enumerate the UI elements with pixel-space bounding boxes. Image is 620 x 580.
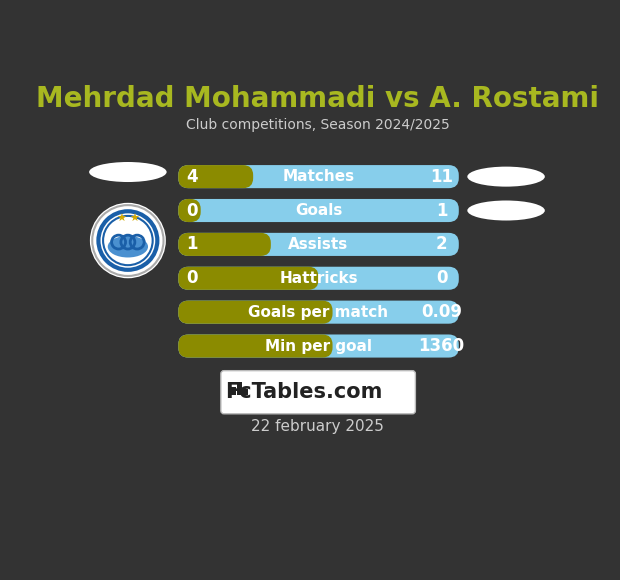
- Text: 0: 0: [436, 269, 448, 287]
- Text: Min per goal: Min per goal: [265, 339, 372, 354]
- FancyBboxPatch shape: [231, 387, 236, 394]
- Text: Matches: Matches: [283, 169, 355, 184]
- Text: FcTables.com: FcTables.com: [225, 382, 383, 403]
- Text: 0.09: 0.09: [421, 303, 463, 321]
- FancyBboxPatch shape: [221, 371, 415, 414]
- Ellipse shape: [108, 236, 148, 258]
- FancyBboxPatch shape: [179, 300, 332, 324]
- FancyBboxPatch shape: [243, 389, 248, 394]
- Text: 0: 0: [187, 269, 198, 287]
- FancyBboxPatch shape: [179, 233, 271, 256]
- Text: ★: ★: [129, 214, 139, 224]
- Text: 11: 11: [430, 168, 453, 186]
- FancyBboxPatch shape: [179, 199, 201, 222]
- Text: 0: 0: [187, 201, 198, 219]
- FancyBboxPatch shape: [179, 233, 459, 256]
- Text: 4: 4: [187, 168, 198, 186]
- Text: Assists: Assists: [288, 237, 348, 252]
- FancyBboxPatch shape: [179, 267, 459, 290]
- Circle shape: [92, 205, 164, 276]
- Text: Hattricks: Hattricks: [279, 271, 358, 286]
- Text: 1360: 1360: [418, 337, 465, 355]
- Ellipse shape: [90, 203, 166, 278]
- FancyBboxPatch shape: [179, 199, 459, 222]
- Text: Club competitions, Season 2024/2025: Club competitions, Season 2024/2025: [186, 118, 450, 132]
- Ellipse shape: [467, 201, 545, 220]
- FancyBboxPatch shape: [179, 165, 253, 188]
- Ellipse shape: [467, 166, 545, 187]
- Text: 22 february 2025: 22 february 2025: [251, 419, 384, 434]
- FancyBboxPatch shape: [179, 300, 459, 324]
- FancyBboxPatch shape: [179, 335, 332, 358]
- Text: 1: 1: [187, 235, 198, 253]
- Text: 2: 2: [436, 235, 448, 253]
- Text: Goals per match: Goals per match: [249, 304, 389, 320]
- FancyBboxPatch shape: [237, 382, 242, 394]
- Text: Mehrdad Mohammadi vs A. Rostami: Mehrdad Mohammadi vs A. Rostami: [36, 85, 600, 113]
- FancyBboxPatch shape: [179, 335, 459, 358]
- Text: 1: 1: [436, 201, 448, 219]
- FancyBboxPatch shape: [179, 165, 459, 188]
- Text: ★: ★: [117, 214, 126, 224]
- Text: Goals: Goals: [295, 203, 342, 218]
- Ellipse shape: [89, 162, 167, 182]
- FancyBboxPatch shape: [179, 267, 319, 290]
